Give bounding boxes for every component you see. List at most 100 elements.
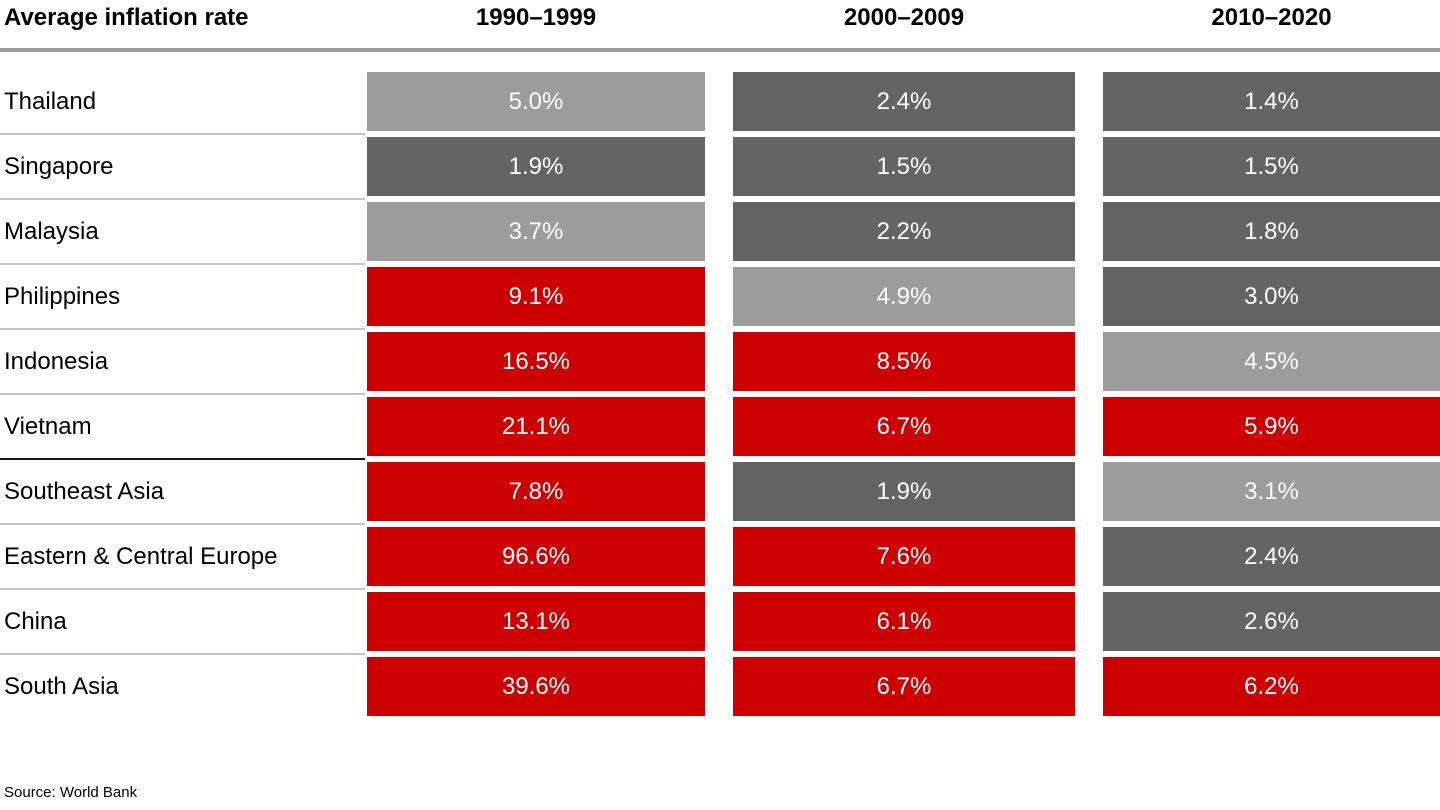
- value-cell-decade-3: 1.8%: [1103, 202, 1440, 261]
- row-label: Southeast Asia: [0, 462, 367, 525]
- row-label: Indonesia: [0, 332, 367, 395]
- value-cell-decade-1: 16.5%: [367, 332, 705, 391]
- row-divider: [0, 263, 365, 265]
- column-header-decade-1: 1990–1999: [475, 4, 597, 31]
- row-label-text: China: [4, 607, 67, 635]
- table-row: Southeast Asia 7.8% 1.9% 3.1%: [0, 462, 1440, 525]
- column-gap: [705, 397, 733, 456]
- row-divider: [0, 328, 365, 330]
- row-divider: [0, 523, 365, 525]
- column-gap: [705, 592, 733, 651]
- table-row: Singapore 1.9% 1.5% 1.5%: [0, 137, 1440, 200]
- value-cell-decade-1: 21.1%: [367, 397, 705, 456]
- value-cell-decade-3: 1.5%: [1103, 137, 1440, 196]
- value-cell-decade-2: 2.2%: [733, 202, 1075, 261]
- column-gap: [705, 202, 733, 261]
- column-gap: [1075, 267, 1103, 326]
- column-gap: [1075, 462, 1103, 521]
- column-gap: [1075, 657, 1103, 716]
- page-title: Average inflation rate: [4, 4, 249, 31]
- value-cell-decade-2: 4.9%: [733, 267, 1075, 326]
- column-gap: [1075, 137, 1103, 196]
- column-gap: [705, 657, 733, 716]
- row-label-text: South Asia: [4, 672, 119, 700]
- value-cell-decade-1: 13.1%: [367, 592, 705, 651]
- row-label-text: Indonesia: [4, 347, 109, 375]
- row-label-text: Eastern & Central Europe: [4, 542, 278, 570]
- value-cell-decade-1: 3.7%: [367, 202, 705, 261]
- value-cell-decade-2: 7.6%: [733, 527, 1075, 586]
- column-gap: [705, 137, 733, 196]
- table-row: Malaysia 3.7% 2.2% 1.8%: [0, 202, 1440, 265]
- column-header-decade-3: 2010–2020: [1211, 4, 1332, 31]
- column-gap: [705, 462, 733, 521]
- column-gap: [1075, 527, 1103, 586]
- value-cell-decade-1: 9.1%: [367, 267, 705, 326]
- column-gap: [1075, 202, 1103, 261]
- row-divider: [0, 653, 365, 655]
- row-label-text: Philippines: [4, 282, 121, 310]
- row-label: Eastern & Central Europe: [0, 527, 367, 590]
- column-gap: [1075, 397, 1103, 456]
- row-label-text: Malaysia: [4, 217, 99, 245]
- value-cell-decade-2: 1.5%: [733, 137, 1075, 196]
- table-row: Eastern & Central Europe 96.6% 7.6% 2.4%: [0, 527, 1440, 590]
- row-label-text: Thailand: [4, 87, 97, 115]
- table-row: Philippines 9.1% 4.9% 3.0%: [0, 267, 1440, 330]
- row-divider: [0, 458, 365, 460]
- row-label: Malaysia: [0, 202, 367, 265]
- row-label: South Asia: [0, 657, 367, 716]
- value-cell-decade-3: 2.4%: [1103, 527, 1440, 586]
- header-rule: [0, 48, 1440, 52]
- value-cell-decade-3: 1.4%: [1103, 72, 1440, 131]
- row-label-text: Vietnam: [4, 412, 92, 440]
- row-label: Vietnam: [0, 397, 367, 460]
- column-header-decade-2: 2000–2009: [843, 4, 965, 31]
- row-divider: [0, 588, 365, 590]
- row-label: Philippines: [0, 267, 367, 330]
- column-gap: [1075, 3, 1103, 48]
- value-cell-decade-3: 4.5%: [1103, 332, 1440, 391]
- row-label-text: Southeast Asia: [4, 477, 165, 505]
- value-cell-decade-3: 5.9%: [1103, 397, 1440, 456]
- column-gap: [705, 332, 733, 391]
- row-divider: [0, 198, 365, 200]
- table-row: Vietnam 21.1% 6.7% 5.9%: [0, 397, 1440, 460]
- value-cell-decade-1: 96.6%: [367, 527, 705, 586]
- row-label-text: Singapore: [4, 152, 114, 180]
- value-cell-decade-3: 3.1%: [1103, 462, 1440, 521]
- value-cell-decade-1: 7.8%: [367, 462, 705, 521]
- row-label: Singapore: [0, 137, 367, 200]
- row-label: Thailand: [0, 72, 367, 135]
- row-label: China: [0, 592, 367, 655]
- value-cell-decade-2: 6.1%: [733, 592, 1075, 651]
- value-cell-decade-1: 1.9%: [367, 137, 705, 196]
- value-cell-decade-1: 5.0%: [367, 72, 705, 131]
- value-cell-decade-1: 39.6%: [367, 657, 705, 716]
- value-cell-decade-2: 8.5%: [733, 332, 1075, 391]
- row-divider: [0, 133, 365, 135]
- table-row: South Asia 39.6% 6.7% 6.2%: [0, 657, 1440, 716]
- column-gap: [705, 267, 733, 326]
- column-gap: [1075, 592, 1103, 651]
- column-gap: [705, 3, 733, 48]
- row-divider: [0, 393, 365, 395]
- column-gap: [1075, 72, 1103, 131]
- value-cell-decade-3: 6.2%: [1103, 657, 1440, 716]
- value-cell-decade-2: 1.9%: [733, 462, 1075, 521]
- value-cell-decade-3: 2.6%: [1103, 592, 1440, 651]
- table-body: Thailand 5.0% 2.4% 1.4% Singapore 1.9% 1…: [0, 72, 1440, 716]
- value-cell-decade-2: 6.7%: [733, 657, 1075, 716]
- column-gap: [1075, 332, 1103, 391]
- source-note: Source: World Bank: [4, 784, 138, 801]
- table-row: China 13.1% 6.1% 2.6%: [0, 592, 1440, 655]
- table-row: Indonesia 16.5% 8.5% 4.5%: [0, 332, 1440, 395]
- value-cell-decade-2: 6.7%: [733, 397, 1075, 456]
- value-cell-decade-2: 2.4%: [733, 72, 1075, 131]
- value-cell-decade-3: 3.0%: [1103, 267, 1440, 326]
- column-gap: [705, 72, 733, 131]
- column-gap: [705, 527, 733, 586]
- table-row: Thailand 5.0% 2.4% 1.4%: [0, 72, 1440, 135]
- table-header: Average inflation rate 1990–1999 2000–20…: [0, 0, 1440, 48]
